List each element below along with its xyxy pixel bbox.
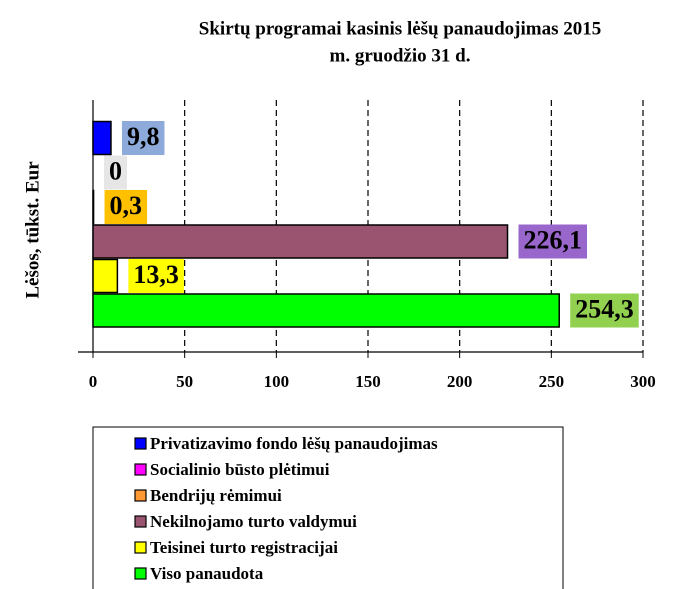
data-label-background: [570, 293, 639, 328]
data-label-background: [518, 224, 588, 259]
data-label: 226,1: [524, 225, 583, 254]
legend-swatch: [134, 515, 147, 528]
data-label-background: [104, 155, 127, 190]
x-tick-label: 0: [89, 372, 98, 391]
legend-label: Nekilnojamo turto valdymui: [150, 512, 357, 531]
bar: [92, 293, 560, 328]
data-label: 13,3: [133, 260, 179, 289]
data-label: 0,3: [110, 191, 143, 220]
data-label: 0: [109, 156, 122, 185]
chart-title: Skirtų programai kasinis lėšų panaudojim…: [199, 18, 601, 39]
legend-swatch: [134, 463, 147, 476]
x-tick-label: 150: [355, 372, 381, 391]
x-tick-label: 100: [264, 372, 290, 391]
data-label: 9,8: [127, 122, 160, 151]
x-tick-label: 50: [176, 372, 193, 391]
data-label-background: [128, 259, 184, 293]
bar: [92, 120, 112, 156]
x-tick-label: 250: [539, 372, 565, 391]
bar: [92, 189, 95, 225]
data-label-background: [104, 190, 148, 224]
bar: [92, 224, 509, 259]
legend-box: [92, 426, 564, 589]
legend-label: Viso panaudota: [150, 564, 264, 583]
legend-label: Bendrijų rėmimui: [150, 486, 282, 505]
legend-swatch: [134, 567, 147, 580]
legend-swatch: [134, 437, 147, 450]
bar: [92, 258, 119, 294]
legend-label: Socialinio būsto plėtimui: [150, 460, 330, 479]
x-tick-label: 200: [447, 372, 473, 391]
data-label-background: [121, 121, 165, 155]
legend-swatch: [134, 541, 147, 554]
data-label: 254,3: [575, 294, 634, 323]
legend-label: Privatizavimo fondo lėšų panaudojimas: [150, 434, 438, 453]
legend-swatch: [134, 489, 147, 502]
y-axis-label: Lėšos, tūkst. Eur: [22, 161, 43, 299]
x-tick-label: 300: [630, 372, 656, 391]
legend-label: Teisinei turto registracijai: [150, 538, 338, 557]
chart-title: m. gruodžio 31 d.: [330, 45, 471, 66]
